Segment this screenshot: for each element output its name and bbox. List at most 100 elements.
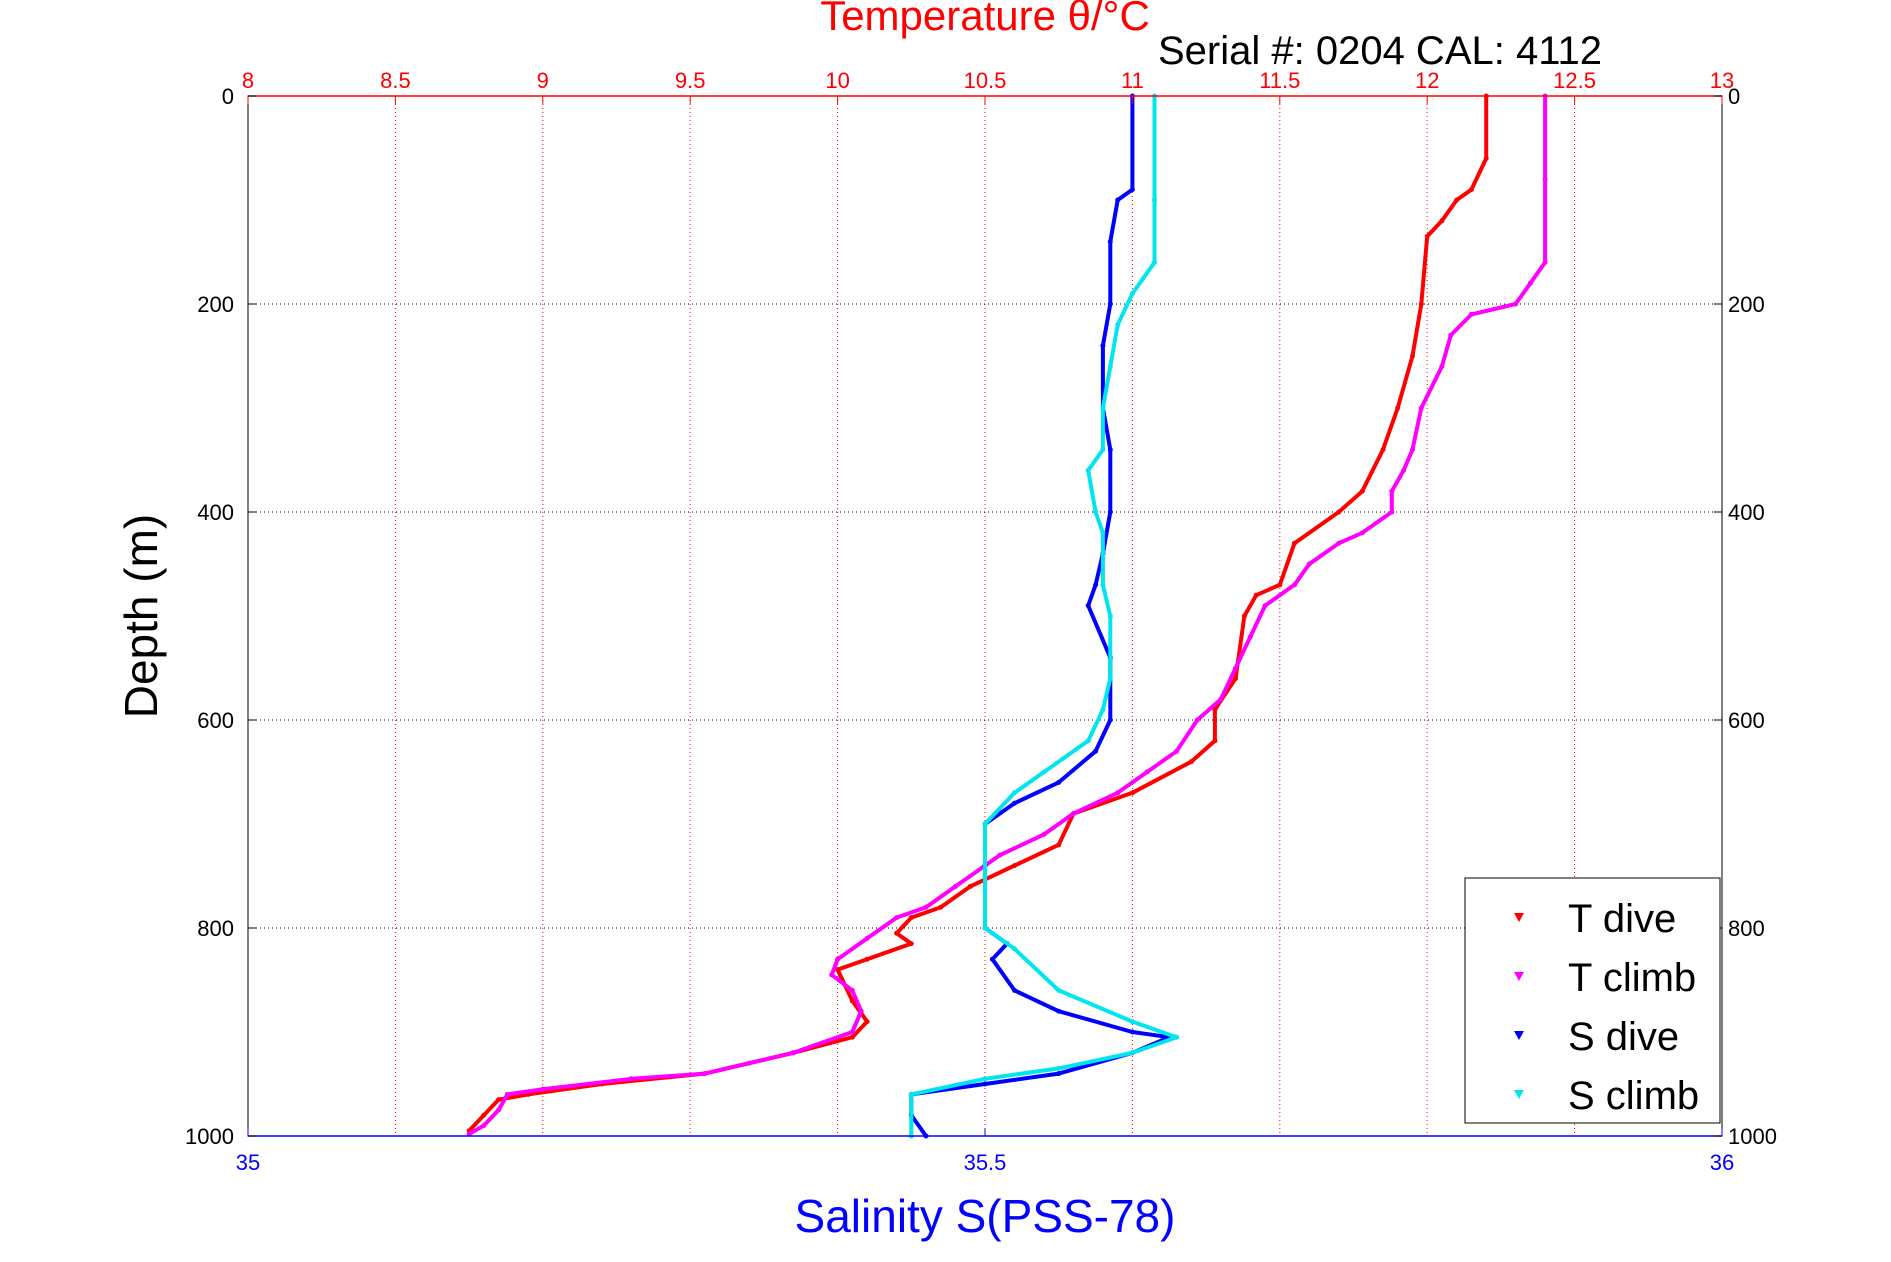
data-point [864,956,870,962]
data-point [1152,259,1157,265]
data-point [1107,239,1113,245]
data-point [1107,717,1113,723]
data-point [702,1071,708,1077]
legend-label: S dive [1568,1015,1679,1059]
legend-marker [1514,1031,1524,1040]
data-point [1056,1008,1062,1014]
data-point [1380,447,1386,453]
data-point [496,1107,502,1113]
data-point [989,956,995,962]
data-point [1424,233,1430,239]
data-point [1144,769,1150,775]
data-point [540,1086,546,1092]
series-line [467,94,1548,1136]
data-point [1107,675,1113,681]
data-point [1218,696,1224,702]
data-point [1253,592,1259,598]
top-tick-label: 13 [1710,68,1734,93]
bottom-tick-label: 36 [1710,1150,1734,1175]
data-point [1012,800,1017,806]
data-point [1012,987,1017,993]
data-point [628,1076,634,1082]
data-point [1115,322,1121,328]
legend-item: T climb [1514,956,1696,1000]
data-point [496,1097,502,1103]
top-tick-label: 9.5 [675,68,706,93]
data-point [1233,675,1239,681]
data-point [1107,447,1113,453]
chart-title: Temperature θ/°C [820,0,1150,39]
data-point [1241,613,1247,619]
top-tick-label: 12 [1415,68,1439,93]
series-layer [466,93,1548,1139]
data-point [1093,748,1099,754]
data-point [1410,353,1415,359]
series-t-dive [466,93,1489,1134]
data-point [1093,582,1099,588]
data-point [1107,613,1113,619]
data-point [481,1112,487,1118]
data-point [1174,748,1180,754]
data-point [481,1123,487,1129]
data-point [1100,343,1106,349]
legend-marker [1514,913,1524,922]
data-point [1410,447,1415,453]
data-point [1389,509,1395,515]
data-point [908,941,914,947]
data-point [1448,332,1454,338]
data-point [1468,187,1474,193]
right-tick-label: 600 [1728,708,1765,733]
data-point [849,1029,855,1035]
x-axis-label: Salinity S(PSS-78) [795,1190,1176,1242]
data-point [982,1076,988,1082]
series-t-climb [466,93,1548,1137]
data-point [1041,831,1047,837]
data-point [1129,291,1135,297]
top-tick-label: 8 [242,68,254,93]
data-point [1418,301,1424,307]
data-point [1247,634,1253,640]
data-point [1212,707,1218,713]
data-point [835,967,841,973]
data-point [1212,738,1218,744]
data-point [835,956,841,962]
data-point [1439,218,1445,224]
data-point [1056,1071,1062,1077]
data-point [1439,363,1445,369]
data-point [1100,447,1106,453]
data-point [1418,405,1424,411]
data-point [1085,467,1091,473]
legend-item: S dive [1514,1015,1679,1059]
data-point [1389,488,1395,494]
legend-item: S climb [1514,1074,1699,1118]
data-point [1056,987,1062,993]
left-tick-label: 600 [197,708,234,733]
data-point [1152,197,1157,203]
data-point [1527,280,1533,286]
data-point [1085,738,1091,744]
top-tick-label: 8.5 [380,68,411,93]
data-point [1100,707,1106,713]
right-tick-label: 400 [1728,500,1765,525]
data-point [1262,603,1268,609]
right-tick-label: 200 [1728,292,1765,317]
legend-label: T climb [1568,956,1696,1000]
data-point [858,1008,864,1014]
data-point [1513,301,1519,307]
data-point [1542,259,1548,265]
left-tick-label: 800 [197,916,234,941]
data-point [1454,197,1460,203]
data-point [1085,603,1091,609]
data-point [864,1019,870,1025]
data-point [1129,187,1135,193]
left-tick-label: 400 [197,500,234,525]
data-point [1129,790,1135,796]
data-point [864,935,870,941]
legend-item: T dive [1514,897,1676,941]
data-point [790,1050,796,1056]
data-point [1292,582,1297,588]
data-point [1100,530,1106,536]
data-point [1277,582,1283,588]
data-point [1188,759,1194,765]
